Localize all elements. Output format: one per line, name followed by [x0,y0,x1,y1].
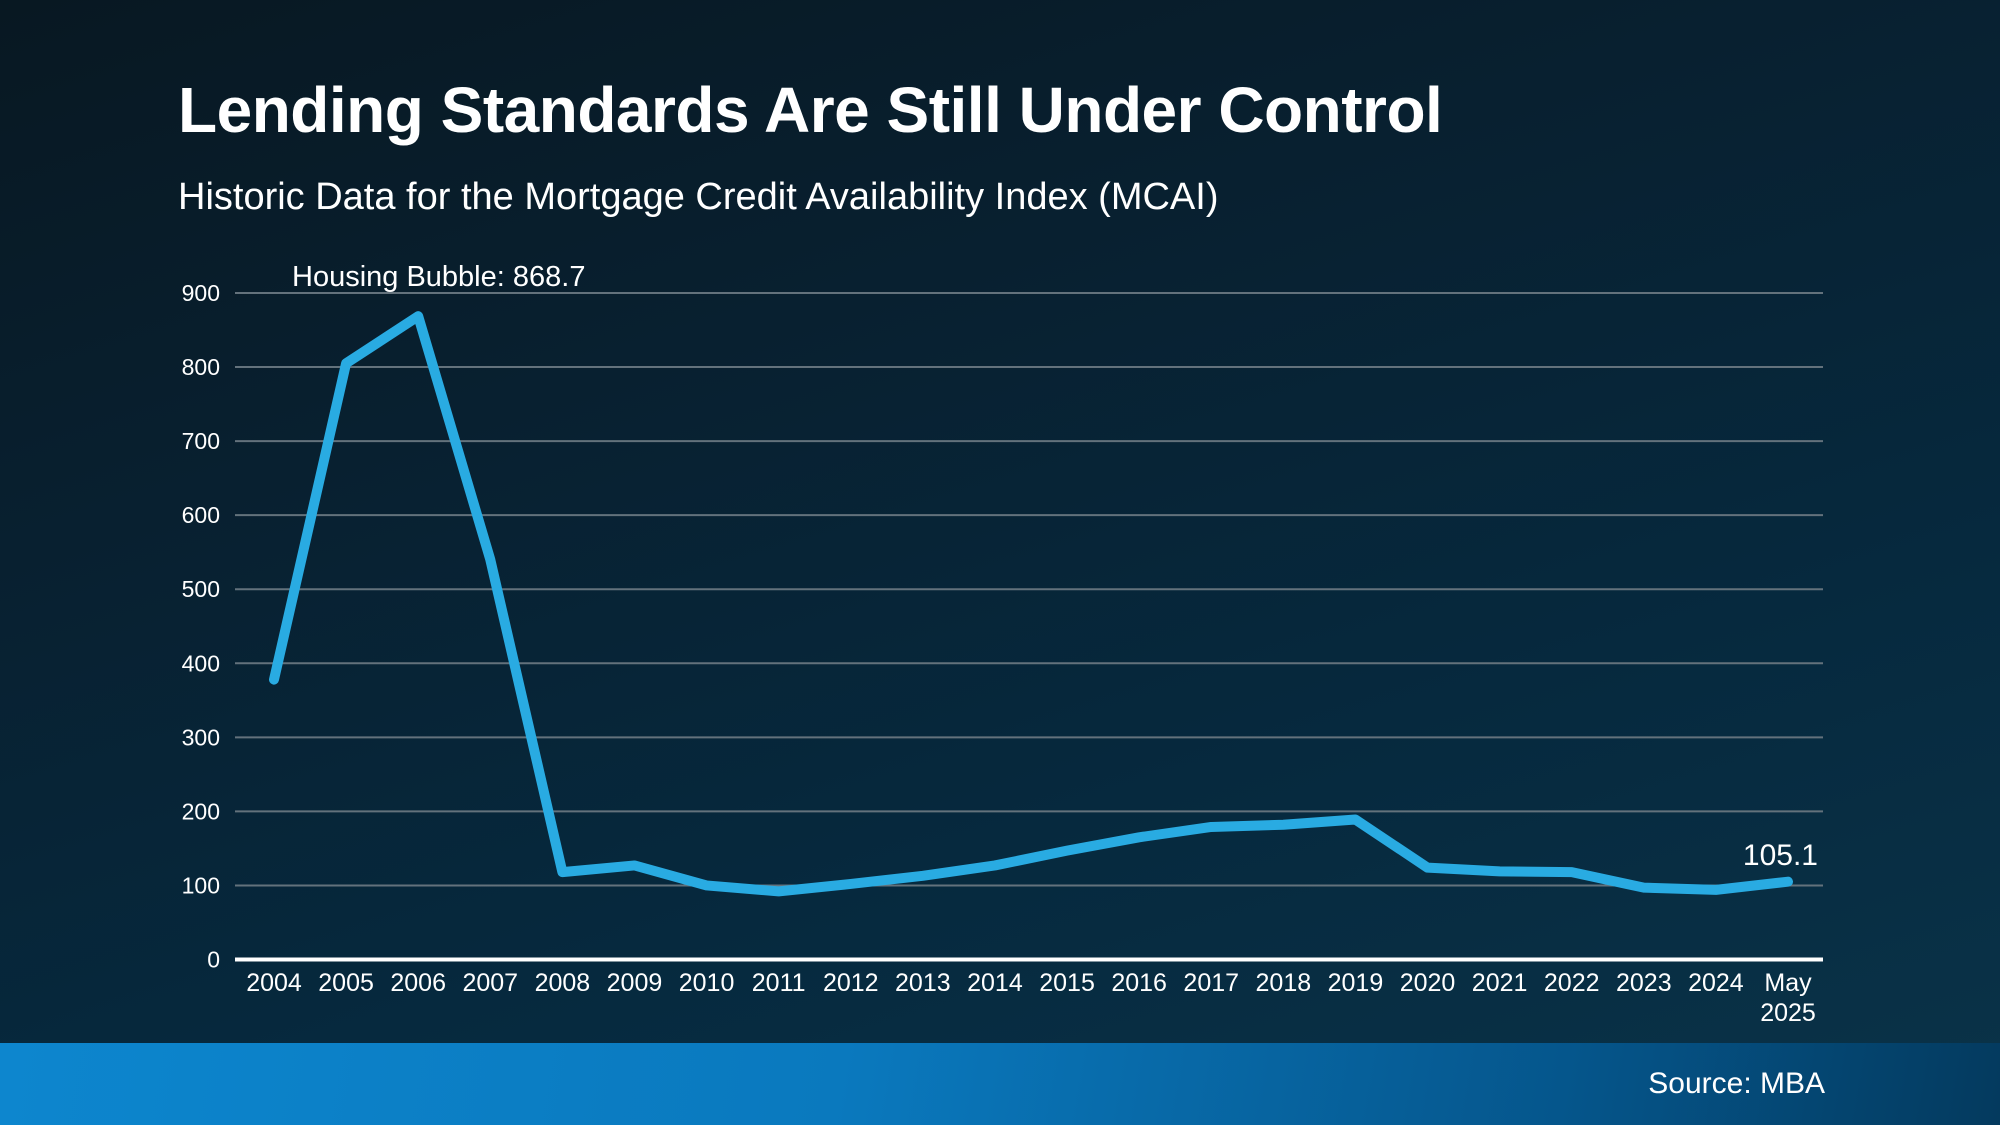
x-tick-label-2024: 2024 [1688,969,1744,997]
x-tick-label-2020: 2020 [1400,969,1456,997]
x-tick-label-2016: 2016 [1111,969,1167,997]
x-tick-label-may-2025: May 2025 [1760,969,1816,1027]
x-tick-label-2023: 2023 [1616,969,1672,997]
mcai-series-line [269,311,1793,897]
x-tick-label-2015: 2015 [1039,969,1095,997]
footer-bar: Source: MBA [0,1043,2000,1125]
x-tick-label-2022: 2022 [1544,969,1600,997]
y-tick-label-900: 900 [182,280,220,306]
page-subtitle: Historic Data for the Mortgage Credit Av… [178,176,1219,218]
y-tick-label-300: 300 [182,724,220,750]
peak-annotation: Housing Bubble: 868.7 [292,261,586,293]
y-tick-label-400: 400 [182,650,220,676]
x-tick-label-2004: 2004 [246,969,302,997]
y-tick-label-600: 600 [182,502,220,528]
x-tick-label-2013: 2013 [895,969,951,997]
x-tick-label-2010: 2010 [679,969,735,997]
y-tick-label-500: 500 [182,576,220,602]
series-group [269,311,1793,897]
x-tick-label-2011: 2011 [752,969,806,997]
y-tick-label-800: 800 [182,354,220,380]
x-tick-label-2005: 2005 [318,969,374,997]
x-tick-label-2017: 2017 [1183,969,1239,997]
x-tick-label-2019: 2019 [1328,969,1384,997]
source-label: Source: MBA [1648,1067,1825,1100]
y-tick-label-0: 0 [207,947,220,973]
latest-value-label: 105.1 [1742,839,1818,872]
x-tick-label-2021: 2021 [1472,969,1528,997]
y-tick-label-700: 700 [182,428,220,454]
x-tick-label-2018: 2018 [1256,969,1312,997]
x-tick-label-2012: 2012 [823,969,879,997]
x-tick-label-2014: 2014 [967,969,1023,997]
x-tick-label-2007: 2007 [462,969,518,997]
y-tick-label-100: 100 [182,872,220,898]
y-axis-labels-group: 0 100 200 300 400 500 600 700 800 900 [182,280,220,973]
x-tick-label-2008: 2008 [535,969,591,997]
y-tick-label-200: 200 [182,798,220,824]
x-axis-labels-group: 2004 2005 2006 2007 2008 2009 2010 2011 2012 2013… [246,969,1816,1027]
x-tick-label-2009: 2009 [607,969,663,997]
page-title: Lending Standards Are Still Under Contro… [178,74,1443,146]
x-tick-label-2006: 2006 [390,969,446,997]
